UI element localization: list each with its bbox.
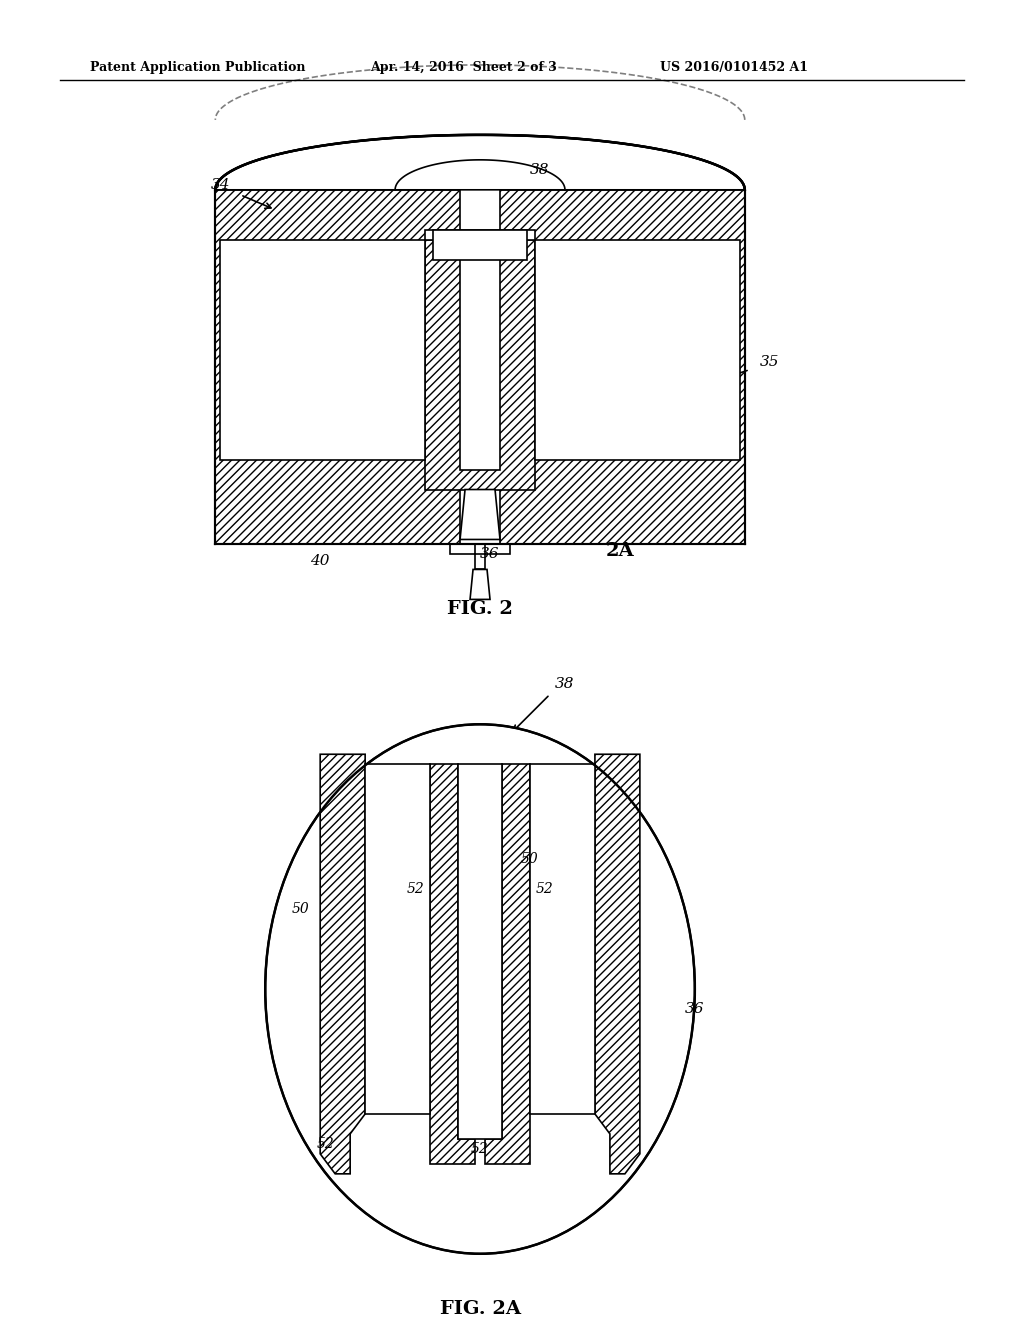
Ellipse shape bbox=[265, 725, 695, 1254]
Text: 38: 38 bbox=[555, 677, 574, 692]
Polygon shape bbox=[215, 135, 744, 190]
Polygon shape bbox=[460, 490, 500, 540]
Polygon shape bbox=[433, 230, 527, 260]
Text: 52: 52 bbox=[316, 1137, 334, 1151]
Text: 38: 38 bbox=[530, 162, 550, 177]
Polygon shape bbox=[458, 764, 502, 1139]
Polygon shape bbox=[500, 190, 744, 544]
Text: 35: 35 bbox=[760, 355, 779, 368]
Polygon shape bbox=[425, 230, 535, 240]
Polygon shape bbox=[485, 764, 530, 1164]
Text: 52: 52 bbox=[537, 882, 554, 896]
Polygon shape bbox=[220, 240, 425, 459]
Text: 50: 50 bbox=[521, 853, 539, 866]
Text: Patent Application Publication: Patent Application Publication bbox=[90, 62, 306, 74]
Polygon shape bbox=[451, 544, 510, 569]
Text: 34: 34 bbox=[211, 178, 230, 191]
Text: FIG. 2: FIG. 2 bbox=[447, 601, 513, 618]
Text: 40: 40 bbox=[310, 554, 330, 569]
Text: 52: 52 bbox=[407, 882, 424, 896]
Polygon shape bbox=[215, 190, 460, 544]
Text: 52: 52 bbox=[471, 1142, 488, 1156]
Polygon shape bbox=[535, 240, 739, 459]
Polygon shape bbox=[321, 754, 366, 1173]
Text: Apr. 14, 2016  Sheet 2 of 3: Apr. 14, 2016 Sheet 2 of 3 bbox=[370, 62, 557, 74]
Text: FIG. 2A: FIG. 2A bbox=[439, 1300, 520, 1317]
Polygon shape bbox=[470, 569, 490, 599]
Polygon shape bbox=[460, 240, 500, 470]
Polygon shape bbox=[366, 764, 430, 1114]
Polygon shape bbox=[430, 764, 475, 1164]
Polygon shape bbox=[530, 764, 595, 1114]
Text: US 2016/0101452 A1: US 2016/0101452 A1 bbox=[659, 62, 808, 74]
Text: 50: 50 bbox=[292, 902, 309, 916]
Text: 2A: 2A bbox=[605, 543, 634, 561]
Polygon shape bbox=[595, 754, 640, 1173]
Text: 36: 36 bbox=[685, 1002, 705, 1016]
Polygon shape bbox=[425, 240, 535, 490]
Text: 36: 36 bbox=[480, 548, 500, 561]
